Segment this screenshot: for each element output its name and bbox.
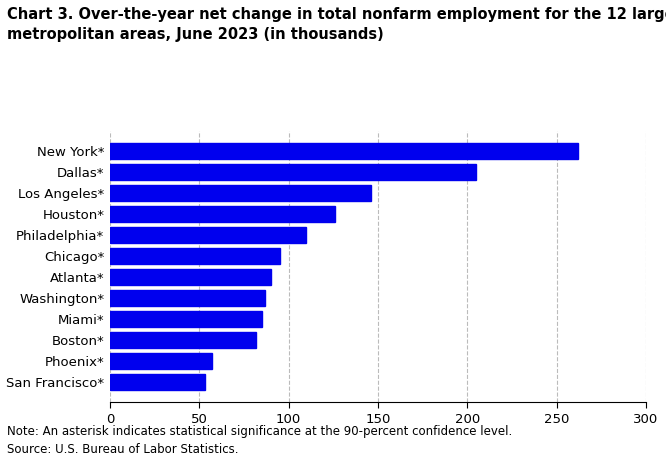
Bar bbox=[110, 143, 578, 159]
Bar bbox=[110, 353, 212, 369]
Bar bbox=[110, 206, 335, 222]
Text: Chart 3. Over-the-year net change in total nonfarm employment for the 12 largest: Chart 3. Over-the-year net change in tot… bbox=[7, 7, 666, 42]
Bar bbox=[110, 332, 256, 348]
Text: Note: An asterisk indicates statistical significance at the 90-percent confidenc: Note: An asterisk indicates statistical … bbox=[7, 425, 512, 456]
Bar bbox=[110, 311, 262, 327]
Bar bbox=[110, 185, 371, 201]
Bar bbox=[110, 374, 204, 390]
Bar bbox=[110, 164, 476, 180]
Bar bbox=[110, 227, 306, 243]
Bar bbox=[110, 290, 265, 306]
Bar bbox=[110, 270, 270, 285]
Bar bbox=[110, 249, 280, 264]
